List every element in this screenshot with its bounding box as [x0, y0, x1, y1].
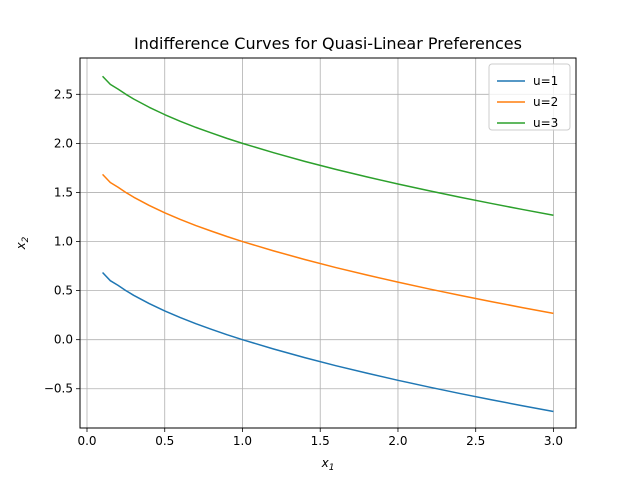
x-tick-label: 0.5	[155, 434, 174, 448]
y-tick-label: 2.5	[54, 87, 73, 101]
x-tick-label: 0.0	[77, 434, 96, 448]
x-axis-label: x1	[321, 456, 335, 473]
y-tick-label: 1.0	[54, 235, 73, 249]
series-line-3	[102, 75, 554, 216]
y-tick-label: 0.5	[54, 284, 73, 298]
x-axis: 0.0 0.5 1.0 1.5 2.0 2.5 3.0	[77, 428, 563, 448]
series-layer	[102, 75, 554, 413]
legend-label-3: u=3	[533, 116, 558, 130]
x-tick-label: 1.5	[311, 434, 330, 448]
y-axis-label-main: x	[14, 241, 28, 250]
series-line-2	[102, 173, 554, 315]
x-axis-label-subscript: 1	[329, 463, 335, 473]
legend-label-2: u=2	[533, 95, 558, 109]
legend-label-1: u=1	[533, 74, 558, 88]
x-tick-label: 3.0	[544, 434, 563, 448]
y-tick-label: 1.5	[54, 185, 73, 199]
y-axis-label-subscript: 2	[21, 236, 31, 242]
x-tick-label: 1.0	[233, 434, 252, 448]
y-tick-label: 2.0	[54, 136, 73, 150]
y-tick-label: 0.0	[54, 333, 73, 347]
grid	[80, 58, 576, 428]
x-tick-label: 2.0	[388, 434, 407, 448]
legend: u=1 u=2 u=3	[488, 63, 571, 131]
y-axis: −0.5 0.0 0.5 1.0 1.5 2.0 2.5	[44, 87, 80, 396]
plot-area-frame	[79, 57, 577, 429]
chart-title: Indifference Curves for Quasi-Linear Pre…	[134, 34, 522, 53]
x-axis-label-main: x	[321, 456, 330, 470]
x-tick-label: 2.5	[466, 434, 485, 448]
series-line-1	[102, 272, 554, 413]
y-tick-label: −0.5	[44, 382, 73, 396]
y-axis-label: x2	[14, 236, 31, 250]
